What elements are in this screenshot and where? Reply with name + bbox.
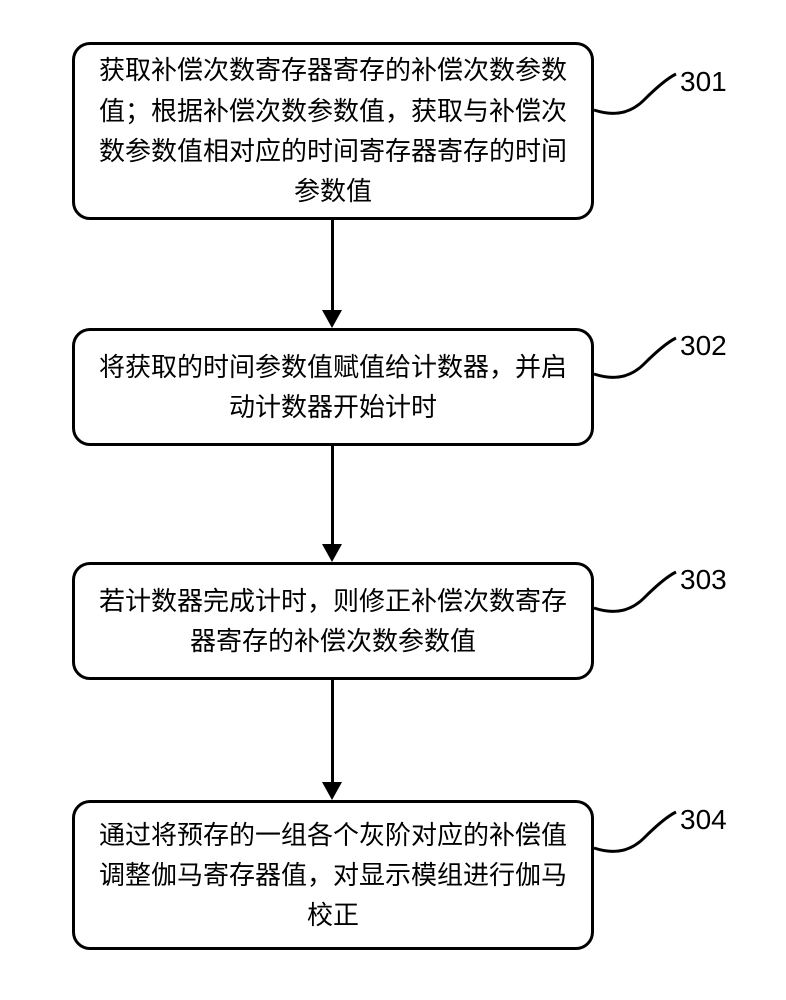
flowchart-canvas: 获取补偿次数寄存器寄存的补偿次数参数值；根据补偿次数参数值，获取与补偿次数参数值… [0,0,786,1000]
flow-node-4: 通过将预存的一组各个灰阶对应的补偿值调整伽马寄存器值，对显示模组进行伽马校正 [72,800,594,950]
flow-node-3: 若计数器完成计时，则修正补偿次数寄存器寄存的补偿次数参数值 [72,562,594,680]
arrow-2-3-line [331,446,334,544]
flow-label-1-text: 301 [680,66,727,97]
callout-2 [594,324,684,394]
arrow-1-2-head [322,310,342,328]
flow-node-1-text: 获取补偿次数寄存器寄存的补偿次数参数值；根据补偿次数参数值，获取与补偿次数参数值… [93,50,573,211]
arrow-1-2-line [331,220,334,310]
arrow-2-3-head [322,544,342,562]
callout-4 [594,798,684,868]
flow-node-2: 将获取的时间参数值赋值给计数器，并启动计数器开始计时 [72,328,594,446]
flow-node-4-text: 通过将预存的一组各个灰阶对应的补偿值调整伽马寄存器值，对显示模组进行伽马校正 [93,815,573,936]
flow-label-2-text: 302 [680,330,727,361]
flow-label-4-text: 304 [680,804,727,835]
flow-label-3-text: 303 [680,564,727,595]
flow-label-3: 303 [680,564,727,596]
callout-1 [594,60,684,130]
arrow-3-4-head [322,782,342,800]
flow-node-3-text: 若计数器完成计时，则修正补偿次数寄存器寄存的补偿次数参数值 [93,581,573,662]
flow-label-1: 301 [680,66,727,98]
flow-label-2: 302 [680,330,727,362]
flow-node-2-text: 将获取的时间参数值赋值给计数器，并启动计数器开始计时 [93,347,573,428]
arrow-3-4-line [331,680,334,782]
flow-label-4: 304 [680,804,727,836]
flow-node-1: 获取补偿次数寄存器寄存的补偿次数参数值；根据补偿次数参数值，获取与补偿次数参数值… [72,42,594,220]
callout-3 [594,558,684,628]
